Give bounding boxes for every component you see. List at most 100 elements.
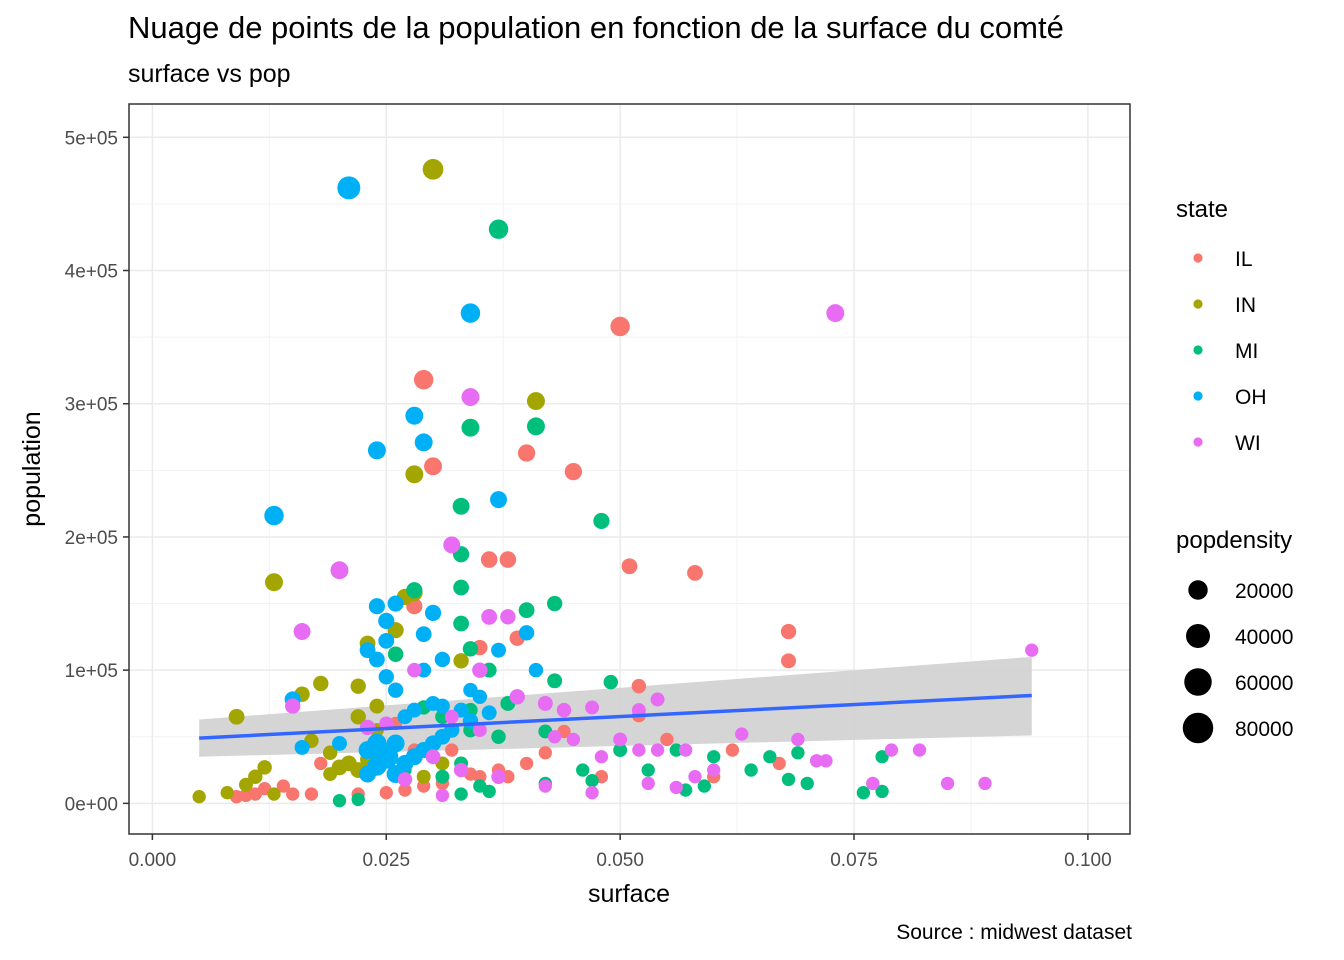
data-point-MI (791, 746, 805, 760)
data-point-WI (566, 732, 581, 747)
popdensity-legend-title: popdensity (1176, 527, 1292, 554)
state-legend-title: state (1176, 196, 1228, 223)
x-axis-label: surface (588, 880, 670, 908)
data-point-IN (405, 465, 424, 484)
data-point-WI (407, 662, 422, 678)
data-point-MI (875, 750, 889, 764)
legend-label-IL: IL (1235, 248, 1253, 271)
size-legend-label: 40000 (1235, 626, 1293, 649)
data-point-IL (780, 623, 797, 640)
data-point-MI (547, 673, 563, 689)
data-point-OH (264, 505, 284, 526)
data-point-WI (285, 698, 301, 714)
data-point-IN (323, 767, 338, 782)
data-point-IL (445, 743, 459, 757)
legend-key-OH (1193, 391, 1203, 401)
data-point-OH (472, 689, 488, 705)
data-point-MI (744, 763, 758, 777)
data-point-WI (585, 700, 600, 715)
data-point-WI (688, 770, 702, 784)
data-point-IL (473, 770, 487, 784)
data-point-WI (425, 749, 441, 765)
data-point-MI (332, 794, 347, 808)
data-point-WI (472, 662, 488, 678)
chart-caption: Source : midwest dataset (896, 921, 1132, 944)
data-point-MI (452, 497, 470, 515)
data-point-MI (482, 784, 496, 799)
data-point-MI (669, 743, 683, 757)
data-point-IN (526, 392, 545, 411)
data-point-WI (537, 695, 553, 711)
data-point-MI (781, 772, 796, 787)
data-point-WI (556, 702, 572, 718)
data-point-IN (192, 790, 206, 804)
data-point-IN (350, 709, 366, 725)
data-point-OH (378, 612, 395, 629)
data-point-WI (444, 709, 459, 724)
data-point-MI (461, 418, 480, 437)
chart-subtitle: surface vs pop (128, 60, 291, 88)
data-point-WI (669, 780, 683, 795)
data-point-MI (454, 787, 468, 801)
data-point-MI (576, 763, 590, 777)
legend-key-MI (1193, 345, 1203, 355)
data-point-MI (491, 729, 506, 744)
confidence-ribbon (199, 656, 1032, 757)
data-point-OH (434, 651, 451, 668)
data-point-WI (632, 743, 646, 757)
regression-line (199, 693, 1032, 740)
data-point-WI (940, 776, 955, 791)
smooth-ribbon-layer (199, 656, 1032, 757)
data-point-IL (781, 653, 797, 669)
data-point-IN (453, 653, 469, 669)
data-point-IL (687, 565, 703, 581)
data-point-IN (416, 769, 431, 784)
data-point-MI (351, 792, 365, 807)
data-point-WI (1025, 643, 1039, 657)
data-point-WI (509, 689, 525, 705)
data-point-MI (593, 512, 610, 530)
data-point-WI (819, 754, 833, 768)
data-point-IL (610, 316, 630, 337)
data-point-WI (547, 730, 562, 744)
data-point-OH (386, 734, 405, 753)
data-point-OH (358, 741, 377, 760)
data-point-MI (613, 743, 628, 758)
data-point-IL (286, 787, 300, 801)
data-point-WI (707, 763, 721, 777)
data-point-OH (387, 595, 404, 612)
data-point-MI (453, 579, 470, 596)
data-point-IL (538, 746, 552, 760)
data-point-OH (460, 303, 481, 323)
data-point-WI (435, 788, 450, 803)
data-point-OH (332, 735, 347, 751)
data-point-MI (856, 786, 871, 800)
y-tick-label: 2e+05 (65, 528, 118, 549)
data-point-MI (697, 779, 712, 793)
data-point-WI (330, 561, 349, 580)
data-point-OH (415, 626, 432, 643)
data-point-OH (434, 698, 450, 714)
data-point-IL (772, 756, 786, 771)
data-point-IL (660, 732, 674, 747)
size-legend-label: 60000 (1235, 672, 1293, 695)
data-point-WI (641, 776, 655, 791)
plot-panel-border (128, 103, 1131, 835)
data-point-MI (707, 750, 721, 764)
data-point-IL (398, 783, 412, 797)
data-point-WI (978, 776, 992, 791)
data-point-IN (220, 786, 234, 800)
data-point-WI (650, 743, 665, 757)
size-legend-key (1186, 624, 1210, 648)
data-point-WI (594, 750, 609, 764)
data-point-IL (631, 678, 647, 694)
data-point-WI (481, 608, 498, 625)
data-point-MI (585, 774, 599, 788)
data-point-WI (359, 719, 376, 736)
data-point-OH (518, 625, 535, 641)
data-point-WI (500, 609, 516, 625)
data-point-OH (294, 739, 310, 755)
size-legend-key (1188, 580, 1208, 600)
